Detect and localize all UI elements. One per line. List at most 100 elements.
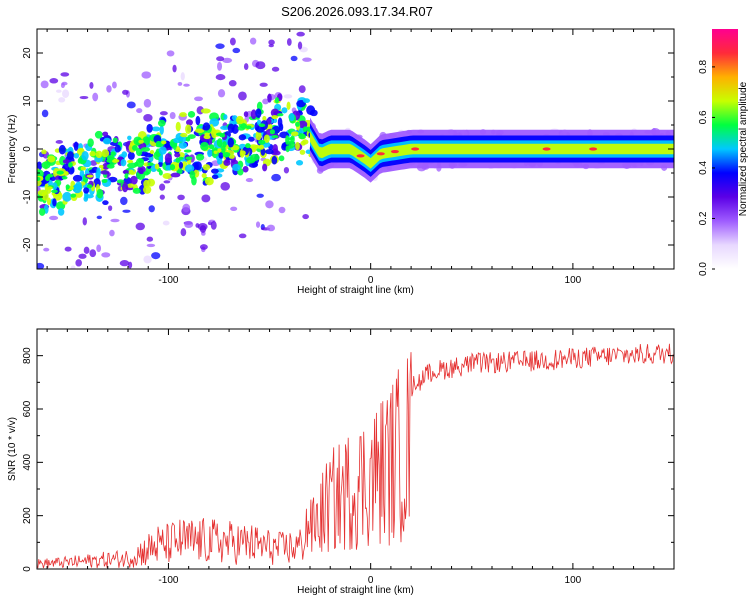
spectrogram-cell [166,50,175,57]
spectrogram-cell [204,132,210,138]
spectrogram-cell [220,181,231,191]
spectrogram-cell [216,138,223,148]
spectrogram-cell [70,265,76,269]
spectrogram-cell [81,150,89,161]
spectrogram-cell [183,149,192,153]
spectrogram-cell [124,173,129,179]
colorbar: 0.0 0.2 0.4 0.6 0.8 Normalized spectral ampl… [698,29,749,276]
spectrogram-cell [200,108,211,114]
spectrogram-cell [270,108,280,118]
spectrogram-cell [288,112,295,122]
spectrogram-cell [267,93,272,103]
spectrogram-cell [259,82,268,87]
spectrogram-cell [299,149,306,155]
spectrogram-cell [180,228,187,237]
spectrogram-cell [286,101,291,110]
spectrogram-cell [41,109,49,118]
spectrogram-cell [258,123,266,128]
spectrogram-cell [66,151,75,160]
spectrogram-cell [201,194,211,203]
spectrogram-peak [411,147,420,151]
spectrogram-y-tick-label: 20 [22,47,33,59]
spectrogram-cell [238,233,247,239]
spectrogram-cell [154,163,160,170]
spectrogram-cell [211,174,219,180]
spectrogram-cell [146,123,153,133]
spectrogram-cell [283,94,293,99]
snr-x-tick-label: 100 [565,575,582,586]
snr-panel: -100 0 100 0 200 400 600 800 Height of straight… [7,328,675,596]
spectrogram-cell [195,153,205,161]
snr-y-tick-label: 200 [22,507,33,524]
spectrogram-cell [143,255,152,264]
spectrogram-cell [37,179,42,187]
spectrogram-cell [211,168,219,174]
spectrogram-cell [265,200,274,209]
spectrogram-cell [263,134,270,143]
spectrogram-cell [68,161,73,168]
spectrogram-cell [94,156,104,163]
spectrogram-cell [207,137,213,146]
spectrogram-cell [62,191,72,202]
spectrogram-cell [37,161,43,171]
spectrogram-cell [283,166,290,174]
spectrogram-cell [287,137,295,141]
spectrogram-cell [89,249,97,258]
spectrogram-cell [136,108,143,114]
spectrogram-heatmap [37,31,674,277]
spectrogram-cell [72,174,83,182]
spectrogram-cell [75,259,82,267]
snr-y-tick-label: 400 [22,454,33,471]
spectrogram-cell [256,193,264,198]
spectrogram-cell [232,163,241,172]
spectrogram-cell [112,137,118,144]
spectrogram-peak [589,147,598,151]
spectrogram-cell [204,177,214,186]
spectrogram-cell [199,225,207,233]
spectrogram-x-tick-label: -100 [158,275,178,286]
spectrogram-cell [143,98,152,108]
spectrogram-cell [159,194,165,200]
spectrogram-cell [296,31,305,37]
spectrogram-cell [258,139,266,145]
spectrogram-band [310,131,674,169]
colorbar-label: Normalized spectral amplitude [738,81,749,216]
spectrogram-cell [246,157,256,164]
spectrogram-cell [95,150,103,159]
spectrogram-cell [72,271,77,277]
spectrogram-cell [155,144,162,148]
spectrogram-cell [195,115,201,126]
spectrogram-cell [102,137,112,145]
spectrogram-cell [200,141,209,151]
spectrogram-cell [210,220,217,230]
spectrogram-cell [128,169,135,175]
spectrogram-cell [147,162,154,166]
spectrogram-cell [38,207,46,216]
spectrogram-cell [101,252,111,258]
spectrogram-cell [216,56,225,62]
spectrogram-cell [126,101,136,109]
spectrogram-cell [201,173,207,179]
spectrogram-cell [169,164,176,171]
spectrogram-cell [141,71,152,79]
spectrogram-cell [51,182,58,191]
spectrogram-cell [102,162,110,170]
spectrogram-cell [149,149,155,155]
spectrogram-cell [70,193,77,198]
spectrogram-cell [43,247,50,252]
spectrogram-cell [268,39,275,46]
snr-frame [36,328,675,570]
spectrogram-cell [37,189,48,197]
spectrogram-cell [162,220,170,226]
spectrogram-cell [120,196,128,206]
spectrogram-cell [297,41,303,50]
spectrogram-cell [298,85,306,93]
spectrogram-cell [55,140,63,144]
spectrogram-cell [49,215,59,221]
spectrogram-cell [146,243,156,248]
spectrogram-cell [228,154,235,159]
spectrogram-cell [207,149,213,158]
spectrogram-cell [40,80,49,89]
spectrogram-cell [159,183,166,191]
spectrogram-cell [172,64,177,73]
